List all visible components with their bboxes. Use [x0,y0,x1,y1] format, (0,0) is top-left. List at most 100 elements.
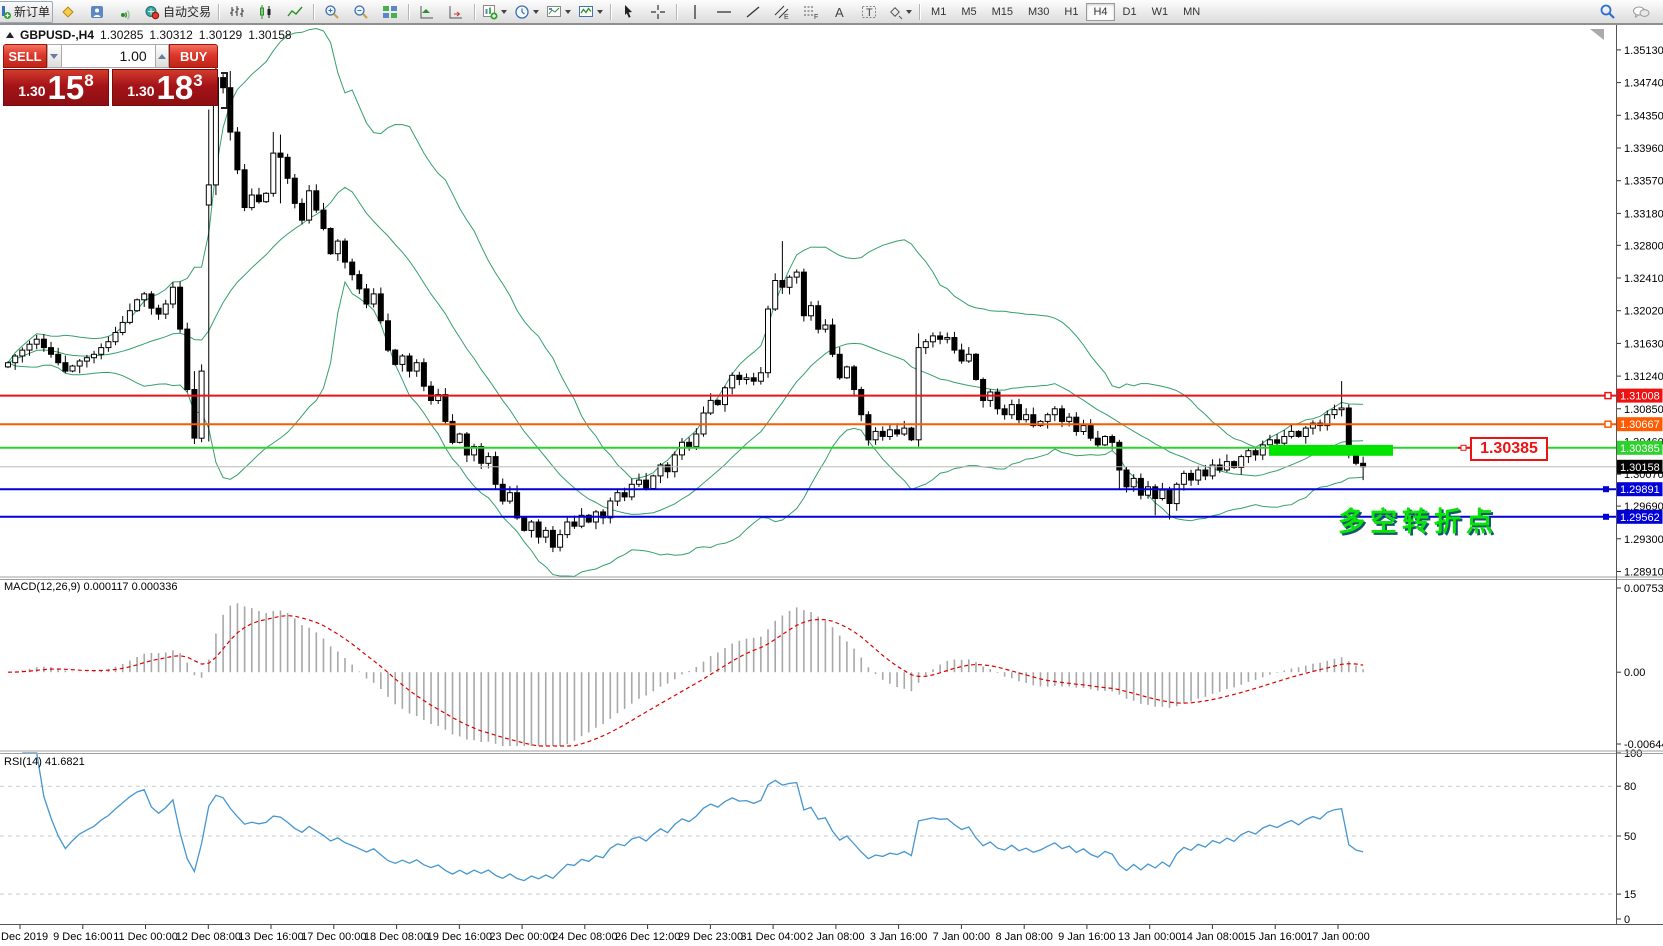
svg-text:0.007538: 0.007538 [1624,583,1663,595]
shapes-tool-button[interactable] [884,1,915,23]
indicators-button[interactable] [575,1,606,23]
spread-bracket [221,72,228,109]
svg-text:1.32020: 1.32020 [1624,306,1663,318]
volume-input[interactable] [61,44,155,68]
svg-text:1.29300: 1.29300 [1624,534,1663,546]
new-order-button[interactable]: 新订单 [0,0,54,23]
equidistant-channel-tool-button[interactable]: E [768,1,796,23]
svg-text:0.00: 0.00 [1624,667,1645,679]
vertical-line-tool-button[interactable] [681,1,709,23]
toolbar-separator [676,3,678,20]
chart-header: GBPUSD-,H4 1.30285 1.30312 1.30129 1.301… [6,28,292,42]
chat-button[interactable] [1627,1,1655,23]
timeframe-d1[interactable]: D1 [1116,3,1144,21]
chart-shift-icon [449,5,463,18]
new-order-icon [2,5,11,19]
price-annotation-box[interactable]: 1.30385 [1470,437,1548,461]
templates-button[interactable] [543,1,574,23]
timeframe-m5[interactable]: M5 [954,3,983,21]
arrow-down-icon [50,53,59,59]
svg-text:1.29891: 1.29891 [1620,484,1660,496]
cursor-tool-button[interactable] [615,1,643,23]
new-chart-button[interactable] [479,1,510,23]
svg-text:A: A [835,5,844,20]
fibonacci-tool-button[interactable]: F [797,1,825,23]
market-watch-button[interactable] [83,1,111,23]
svg-text:1.32800: 1.32800 [1624,240,1663,252]
auto-scroll-button[interactable] [413,1,441,23]
zoom-out-button[interactable] [347,1,375,23]
timeframe-m15[interactable]: M15 [985,3,1020,21]
bar-chart-mode-button[interactable] [223,1,251,23]
timeframe-m30[interactable]: M30 [1021,3,1056,21]
timeframe-h1[interactable]: H1 [1057,3,1085,21]
svg-text:1.33570: 1.33570 [1624,176,1663,188]
svg-text:1.31008: 1.31008 [1620,391,1660,403]
svg-text:7 Jan 00:00: 7 Jan 00:00 [933,931,991,943]
svg-text:24 Dec 08:00: 24 Dec 08:00 [552,931,617,943]
buy-price-big: 18 [156,69,194,106]
svg-text:12 Dec 08:00: 12 Dec 08:00 [176,931,241,943]
autotrading-button[interactable]: 自动交易 [141,1,214,23]
toolbar-separator [919,3,921,20]
timeframe-mn[interactable]: MN [1176,3,1207,21]
dropdown-caret-icon [533,9,540,14]
timeframe-m1[interactable]: M1 [924,3,953,21]
toolbar-separator [218,3,220,20]
vertical-line-icon [694,4,696,19]
trendline-tool-button[interactable] [739,1,767,23]
horizontal-line-tool-button[interactable] [710,1,738,23]
metaeditor-icon [62,5,74,18]
crosshair-tool-button[interactable] [644,1,672,23]
macd-signal-value: 0.000336 [131,581,178,593]
cursor-icon [625,4,633,18]
svg-text:1.33180: 1.33180 [1624,208,1663,220]
buy-price-small: 1.30 [127,83,155,99]
periods-button[interactable] [511,1,542,23]
svg-text:1.34350: 1.34350 [1624,110,1663,122]
zoom-in-button[interactable] [318,1,346,23]
trendline-icon [746,6,760,17]
new-chart-icon [483,4,498,19]
sell-button[interactable]: SELL [3,44,47,68]
sell-price-panel[interactable]: 1.30 15 8 [3,69,109,106]
text-label-tool-button[interactable]: T [855,1,883,23]
metaeditor-button[interactable] [54,1,82,23]
tile-windows-button[interactable] [376,1,404,23]
svg-text:13 Dec 16:00: 13 Dec 16:00 [238,931,303,943]
bar-open-value: 1.30285 [100,28,144,42]
timeframe-h4[interactable]: H4 [1086,2,1115,21]
svg-text:-0.006446: -0.006446 [1624,739,1663,751]
candlestick-mode-button[interactable] [252,1,280,23]
svg-text:8 Jan 08:00: 8 Jan 08:00 [995,931,1053,943]
symbol-period-label: GBPUSD-,H4 [20,28,95,42]
volume-down-button[interactable] [46,44,62,68]
buy-button[interactable]: BUY [169,44,218,68]
autotrading-label: 自动交易 [163,5,212,19]
search-button[interactable] [1593,1,1621,23]
bar-close-value: 1.30158 [248,28,292,42]
rsi-name: RSI(14) [4,756,42,768]
bar-low-value: 1.30129 [198,28,243,42]
line-chart-mode-button[interactable] [281,1,309,23]
macd-name: MACD(12,26,9) [4,581,81,593]
svg-text:1.33960: 1.33960 [1624,143,1663,155]
text-tool-button[interactable]: A [826,1,854,23]
svg-text:1.28910: 1.28910 [1624,567,1663,579]
timeframe-w1[interactable]: W1 [1145,3,1176,21]
arrow-up-icon [158,53,167,59]
svg-text:26 Dec 12:00: 26 Dec 12:00 [615,931,680,943]
buy-price-panel[interactable]: 1.30 18 3 [112,69,218,106]
svg-text:1.29690: 1.29690 [1624,501,1663,513]
sell-price-small: 1.30 [18,83,46,99]
bars-chart-icon [230,5,245,17]
rsi-pane-label: RSI(14) 41.6821 [4,756,85,768]
dropdown-caret-icon [906,9,913,14]
chart-shift-button[interactable] [442,1,470,23]
volume-up-button[interactable] [154,44,170,68]
macd-pane-label: MACD(12,26,9) 0.000117 0.000336 [4,581,178,593]
one-click-toggle-icon[interactable] [6,32,14,38]
signals-button[interactable] [112,1,140,23]
candles-chart-icon [260,4,271,19]
